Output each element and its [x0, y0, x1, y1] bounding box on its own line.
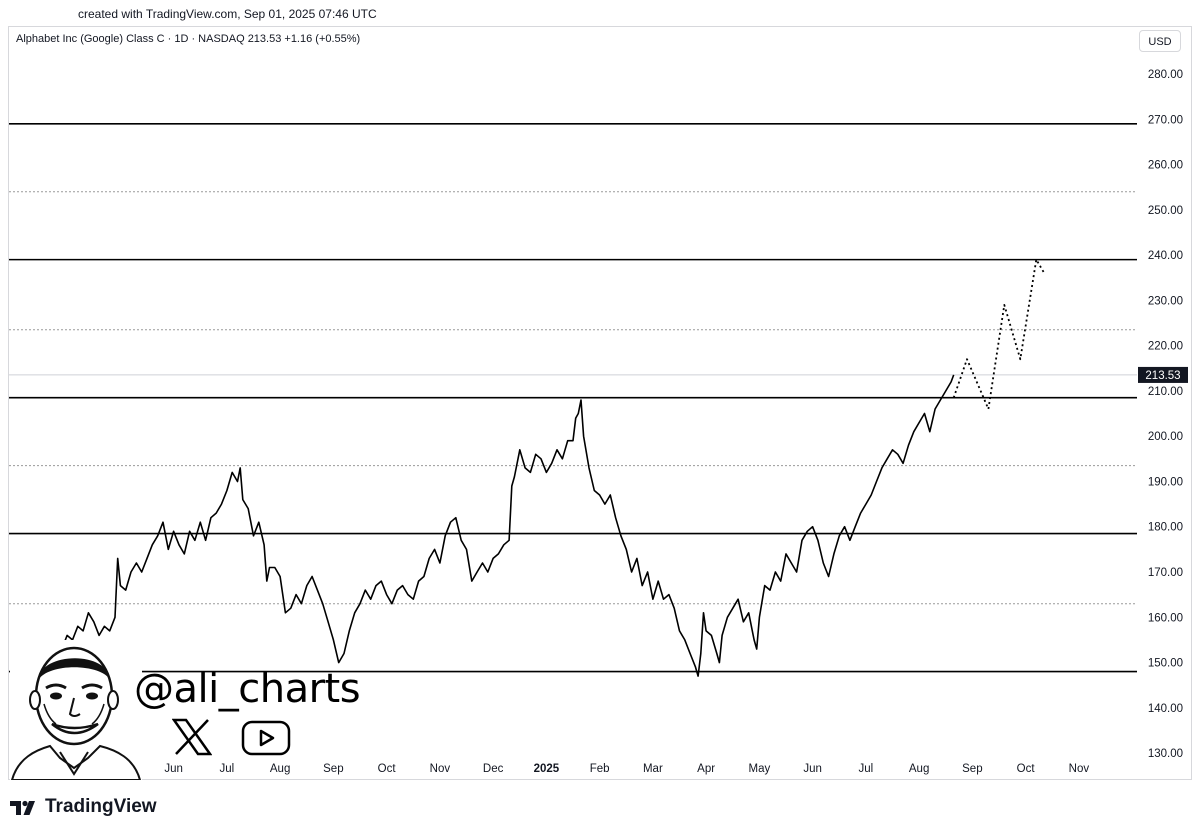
author-handle: @ali_charts: [134, 666, 361, 712]
x-tick-label-11: Mar: [643, 763, 663, 775]
x-tick-label-15: Jul: [859, 763, 874, 775]
y-tick-label-2: 150.00: [1148, 658, 1183, 670]
tradingview-wordmark: TradingView: [45, 796, 157, 817]
y-tick-label-14: 270.00: [1148, 114, 1183, 126]
x-tick-label-7: Nov: [430, 763, 451, 775]
last-price-marker: 213.53: [1138, 366, 1188, 383]
y-tick-label-3: 160.00: [1148, 612, 1183, 624]
created-with-caption: created with TradingView.com, Sep 01, 20…: [78, 7, 377, 21]
y-tick-label-8: 210.00: [1148, 386, 1183, 398]
tradingview-mark-icon: [10, 800, 35, 815]
y-tick-label-0: 130.00: [1148, 748, 1183, 760]
x-tick-label-4: Aug: [270, 763, 290, 775]
x-tick-label-18: Oct: [1017, 763, 1036, 775]
horizontal-levels: [9, 122, 1137, 673]
time-axis: AprMayJunJulAugSepOctNovDec2025FebMarApr…: [58, 763, 1089, 775]
x-tick-label-2: Jun: [164, 763, 183, 775]
x-tick-label-8: Dec: [483, 763, 504, 775]
y-tick-label-1: 140.00: [1148, 703, 1183, 715]
y-tick-label-15: 280.00: [1148, 69, 1183, 81]
x-tick-label-10: Feb: [590, 763, 610, 775]
price-line[interactable]: [40, 374, 955, 695]
price-series: [40, 258, 1046, 695]
y-tick-label-13: 260.00: [1148, 160, 1183, 172]
x-tick-label-13: May: [749, 763, 771, 775]
y-tick-label-6: 190.00: [1148, 476, 1183, 488]
x-tick-label-9: 2025: [534, 763, 560, 775]
x-tick-label-17: Sep: [962, 763, 982, 775]
x-tick-label-3: Jul: [220, 763, 235, 775]
currency-button[interactable]: USD: [1139, 30, 1181, 52]
cartoon-face-avatar-icon: [10, 640, 142, 780]
chart-frame: [8, 26, 1192, 780]
x-tick-label-6: Oct: [378, 763, 397, 775]
y-tick-label-9: 220.00: [1148, 341, 1183, 353]
x-tick-label-5: Sep: [323, 763, 343, 775]
symbol-info[interactable]: Alphabet Inc (Google) Class C · 1D · NAS…: [16, 33, 361, 45]
x-tick-label-19: Nov: [1069, 763, 1090, 775]
projection-path[interactable]: [952, 258, 1046, 410]
x-tick-label-12: Apr: [697, 763, 715, 775]
y-tick-label-4: 170.00: [1148, 567, 1183, 579]
x-tick-label-16: Aug: [909, 763, 929, 775]
x-tick-label-14: Jun: [803, 763, 822, 775]
y-tick-label-12: 250.00: [1148, 205, 1183, 217]
x-logo-icon[interactable]: [172, 718, 212, 756]
last-price-label-bg: [1138, 366, 1188, 383]
youtube-play-icon[interactable]: [241, 720, 291, 756]
y-tick-label-5: 180.00: [1148, 522, 1183, 534]
y-tick-label-10: 230.00: [1148, 295, 1183, 307]
tradingview-logo[interactable]: TradingView: [10, 796, 157, 818]
price-axis: 130.00 140.00 150.00 160.00 170.00 180.00 190.…: [1148, 69, 1183, 760]
y-tick-label-11: 240.00: [1148, 250, 1183, 262]
y-tick-label-7: 200.00: [1148, 431, 1183, 443]
last-price-label: 213.53: [1145, 370, 1180, 382]
